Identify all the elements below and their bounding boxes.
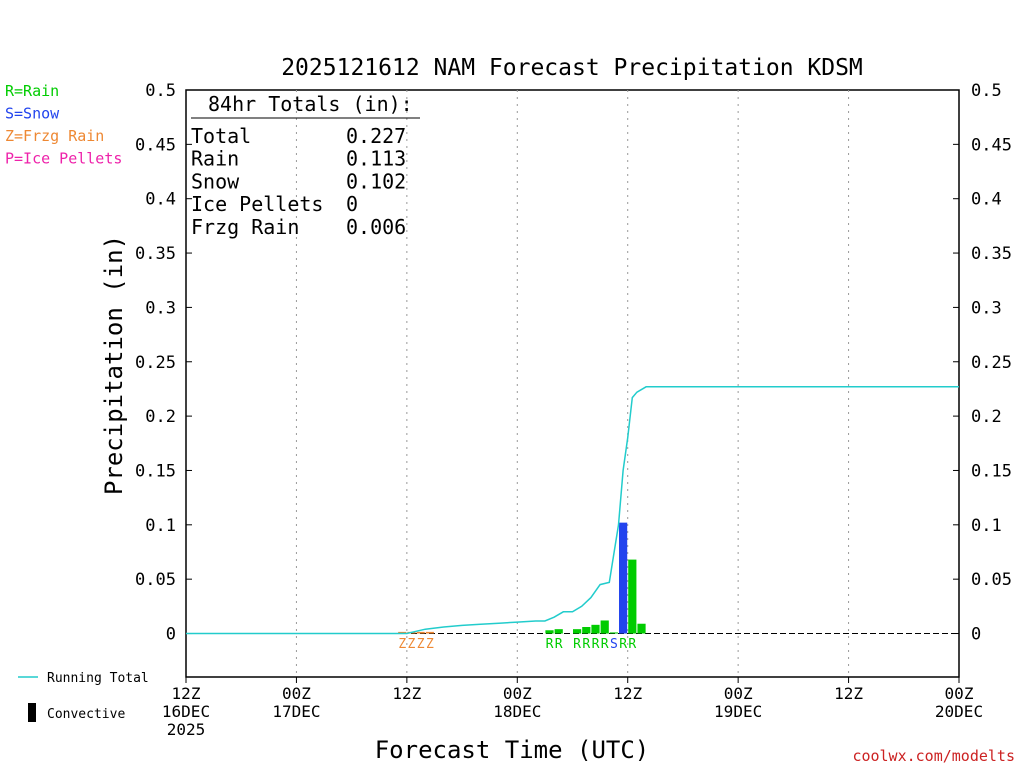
- credit-link[interactable]: coolwx.com/modelts: [852, 747, 1015, 765]
- x-axis-title: Forecast Time (UTC): [375, 736, 650, 764]
- totals-row-label: Ice Pellets: [191, 192, 323, 216]
- x-tick-label: 00Z: [724, 684, 753, 703]
- totals-row-label: Snow: [191, 169, 240, 193]
- ptype-letter: R: [601, 637, 609, 652]
- totals-heading: 84hr Totals (in):: [208, 92, 413, 116]
- x-tick-label: 00Z: [282, 684, 311, 703]
- y-tick-label: 0.45: [135, 135, 176, 155]
- y-tick-label-right: 0.1: [971, 516, 1002, 536]
- ptype-letter: Z: [408, 637, 416, 652]
- ptype-legend-item: P=Ice Pellets: [5, 150, 122, 168]
- y-axis-ticks: 0 0 0.05 0.05 0.1 0.1 0.15 0.15 0.2 0.2 0.25 0.25 0.…: [135, 81, 1012, 645]
- precip-type-legend: R=Rain S=Snow Z=Frzg Rain P=Ice Pellets: [5, 82, 122, 168]
- precip-bar: [600, 620, 609, 634]
- precip-bars: [398, 522, 646, 634]
- y-tick-label-right: 0.15: [971, 461, 1012, 481]
- y-tick-label: 0.15: [135, 461, 176, 481]
- precip-bar: [609, 632, 619, 634]
- ptype-letter: R: [628, 637, 636, 652]
- ptype-legend-item: Z=Frzg Rain: [5, 127, 104, 145]
- plot-frame: [185, 89, 960, 678]
- x-tick-label: 00Z: [503, 684, 532, 703]
- ptype-letter: R: [582, 637, 590, 652]
- ptype-letter: R: [592, 637, 600, 652]
- ptype-letter: S: [610, 637, 618, 652]
- running-total-line: [186, 386, 959, 635]
- precip-bar: [398, 631, 407, 634]
- precip-bar: [545, 630, 554, 634]
- x-tick-label: 20DEC: [935, 702, 983, 721]
- totals-row-label: Total: [191, 124, 251, 148]
- y-tick-label-right: 0.3: [971, 298, 1002, 318]
- y-tick-label-right: 0: [971, 625, 981, 645]
- y-tick-label: 0.1: [145, 516, 176, 536]
- x-tick-label: 17DEC: [272, 702, 320, 721]
- y-tick-label-right: 0.2: [971, 407, 1002, 427]
- ptype-letter: Z: [398, 637, 406, 652]
- totals-row-value: 0.227: [346, 124, 406, 148]
- totals-row-value: 0.006: [346, 215, 406, 239]
- y-tick-label: 0.2: [145, 407, 176, 427]
- x-tick-label: 19DEC: [714, 702, 762, 721]
- precip-bar: [425, 631, 434, 634]
- ptype-letter: R: [573, 637, 581, 652]
- y-tick-label: 0.3: [145, 298, 176, 318]
- precip-bar: [637, 623, 646, 634]
- totals-row-value: 0.102: [346, 169, 406, 193]
- precip-bar: [554, 629, 563, 634]
- ptype-letter: Z: [417, 637, 425, 652]
- totals-row-value: 0.113: [346, 147, 406, 171]
- x-tick-label: 00Z: [945, 684, 974, 703]
- bottom-legend: Running Total Convective: [18, 671, 149, 722]
- convective-legend-label: Convective: [47, 707, 125, 722]
- convective-swatch: [28, 703, 36, 722]
- ptype-letter: Z: [426, 637, 434, 652]
- x-tick-label: 12Z: [613, 684, 642, 703]
- y-tick-label-right: 0.45: [971, 135, 1012, 155]
- precip-bar: [619, 522, 628, 634]
- y-tick-label-right: 0.5: [971, 81, 1002, 101]
- running-total-legend-label: Running Total: [47, 671, 149, 686]
- precip-bar: [582, 626, 591, 634]
- precip-bar: [628, 559, 637, 634]
- y-tick-label-right: 0.05: [971, 570, 1012, 590]
- totals-rows: Total 0.227 Rain 0.113 Snow 0.102 Ice Pellets 0…: [191, 124, 406, 239]
- x-tick-label: 12Z: [392, 684, 421, 703]
- chart-title: 2025121612 NAM Forecast Precipitation KD…: [281, 55, 863, 81]
- ptype-letter: R: [555, 637, 563, 652]
- ptype-legend-item: S=Snow: [5, 105, 60, 123]
- y-tick-label: 0.5: [145, 81, 176, 101]
- ptype-letter: R: [619, 637, 627, 652]
- ptype-letter: R: [546, 637, 554, 652]
- x-tick-label: 12Z: [172, 684, 201, 703]
- y-tick-label-right: 0.4: [971, 190, 1002, 210]
- y-tick-label: 0: [166, 625, 176, 645]
- x-tick-label: 18DEC: [493, 702, 541, 721]
- totals-box: 84hr Totals (in): Total 0.227 Rain 0.113 Sno…: [191, 92, 420, 239]
- precip-bar: [591, 624, 600, 634]
- totals-row-value: 0: [346, 192, 358, 216]
- y-axis-title: Precipitation (in): [100, 235, 128, 495]
- precip-bar: [416, 631, 425, 634]
- x-tick-label: 2025: [167, 720, 206, 739]
- y-tick-label: 0.25: [135, 353, 176, 373]
- precip-bar: [573, 629, 582, 634]
- totals-row-label: Frzg Rain: [191, 215, 299, 239]
- y-tick-label: 0.4: [145, 190, 176, 210]
- totals-row-label: Rain: [191, 147, 239, 171]
- x-tick-label: 16DEC: [162, 702, 210, 721]
- ptype-legend-item: R=Rain: [5, 82, 59, 100]
- y-tick-label-right: 0.35: [971, 244, 1012, 264]
- y-tick-label-right: 0.25: [971, 353, 1012, 373]
- y-tick-label: 0.35: [135, 244, 176, 264]
- y-tick-label: 0.05: [135, 570, 176, 590]
- x-tick-label: 12Z: [834, 684, 863, 703]
